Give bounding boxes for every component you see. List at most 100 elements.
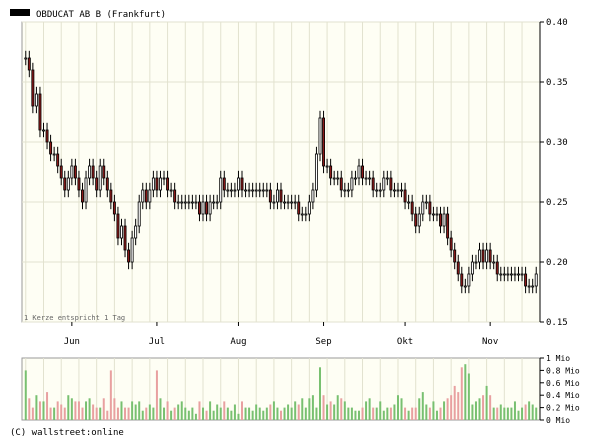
volume-bar xyxy=(329,401,332,420)
volume-bar xyxy=(382,410,385,420)
volume-bar xyxy=(223,401,226,420)
candle xyxy=(534,273,538,287)
volume-bar xyxy=(297,404,300,420)
candle xyxy=(27,57,31,71)
volume-bar xyxy=(311,395,314,420)
candle xyxy=(91,165,95,179)
candle xyxy=(382,177,386,191)
x-tick-label: Nov xyxy=(482,337,498,347)
volume-bar xyxy=(272,401,275,420)
candle xyxy=(467,273,471,287)
x-tick-label: Okt xyxy=(397,337,413,347)
volume-bar xyxy=(77,401,80,420)
candle xyxy=(109,189,113,203)
candle xyxy=(520,273,524,276)
volume-bar xyxy=(350,407,353,420)
candle xyxy=(169,189,173,192)
volume-bar xyxy=(457,392,460,420)
candle xyxy=(428,201,432,215)
volume-bar xyxy=(276,407,279,420)
candle xyxy=(517,273,520,276)
candle xyxy=(283,201,287,204)
candle xyxy=(307,201,311,215)
candle xyxy=(258,189,262,192)
y-tick-label: 0.30 xyxy=(546,138,568,148)
candle xyxy=(424,201,428,204)
candle xyxy=(148,189,152,203)
volume-bar xyxy=(187,410,190,420)
candle xyxy=(222,177,226,191)
volume-bar xyxy=(127,407,130,420)
volume-bar xyxy=(343,401,346,420)
volume-bar xyxy=(148,404,151,420)
candle xyxy=(183,201,187,204)
volume-bar xyxy=(485,385,488,420)
legend-swatch xyxy=(10,9,30,16)
volume-bar xyxy=(308,398,311,420)
candle xyxy=(219,177,223,203)
candle xyxy=(279,189,283,203)
vol-tick-label: 0.6 Mio xyxy=(546,379,580,388)
y-tick-label: 0.25 xyxy=(546,198,568,208)
volume-bar xyxy=(404,407,407,420)
candle xyxy=(396,189,400,192)
candle xyxy=(198,201,201,215)
candle xyxy=(385,177,389,180)
volume-bar xyxy=(113,398,116,420)
candle xyxy=(236,177,240,191)
candle xyxy=(215,201,219,204)
candle xyxy=(513,273,517,276)
volume-bar xyxy=(163,407,166,420)
volume-bar xyxy=(102,398,105,420)
volume-bar xyxy=(489,395,492,420)
candle xyxy=(194,201,198,204)
volume-bar xyxy=(131,401,134,420)
volume-bar xyxy=(290,407,293,420)
candle xyxy=(268,189,272,203)
volume-bar xyxy=(528,401,531,420)
volume-bar xyxy=(88,398,91,420)
volume-bar xyxy=(145,407,148,420)
candle xyxy=(141,189,145,203)
volume-bar xyxy=(322,395,325,420)
candle xyxy=(254,189,258,192)
volume-bar xyxy=(177,404,180,420)
volume-bar xyxy=(460,367,463,420)
volume-bar xyxy=(81,407,84,420)
candle xyxy=(137,201,141,227)
volume-bar xyxy=(365,401,368,420)
volume-bar xyxy=(478,398,481,420)
volume-bar xyxy=(400,398,403,420)
candle xyxy=(24,57,28,60)
volume-bar xyxy=(418,398,421,420)
volume-bar xyxy=(173,407,176,420)
volume-bar xyxy=(53,407,56,420)
volume-bar xyxy=(116,407,119,420)
volume-y-axis: 1 Mio 0.8 Mio 0.6 Mio 0.4 Mio 0.2 Mio 0 Mio xyxy=(539,354,580,425)
volume-bar xyxy=(425,404,428,420)
candle xyxy=(449,237,453,251)
volume-bar xyxy=(492,407,495,420)
volume-bar xyxy=(230,410,233,420)
volume-bar xyxy=(414,407,417,420)
vol-tick-label: 0.8 Mio xyxy=(546,366,580,375)
candle xyxy=(361,165,364,179)
volume-bar xyxy=(152,407,155,420)
volume-bar xyxy=(155,370,158,420)
volume-plot-area xyxy=(21,357,541,421)
volume-bar xyxy=(506,407,509,420)
volume-bar xyxy=(46,392,49,420)
volume-bar xyxy=(28,398,31,420)
candle xyxy=(151,177,155,191)
candle xyxy=(421,201,425,215)
candle xyxy=(403,189,407,203)
candle xyxy=(400,189,403,192)
candle xyxy=(357,165,361,179)
volume-bar xyxy=(159,398,162,420)
candle xyxy=(410,201,414,215)
candle xyxy=(59,165,63,179)
y-tick-label: 0.40 xyxy=(546,18,568,28)
volume-bar xyxy=(251,410,254,420)
volume-bar xyxy=(333,404,336,420)
